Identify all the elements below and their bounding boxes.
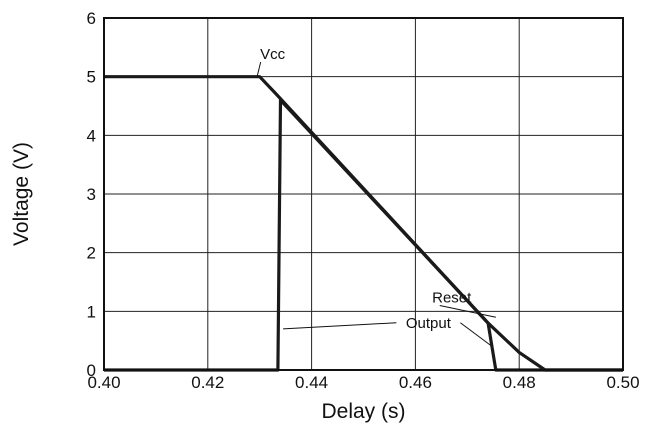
annotation-vcc-label: Vcc: [260, 46, 286, 63]
y-tick-label: 6: [87, 9, 96, 28]
annotation-output-leader-left: [283, 322, 397, 330]
x-tick-label: 0.40: [87, 373, 120, 392]
x-tick-label: 0.42: [191, 373, 224, 392]
y-tick-label: 4: [87, 126, 96, 145]
axis-ticks: 0.40 0.42 0.44 0.46 0.48 0.50 0 1 2 3 4 5 6: [87, 9, 640, 392]
y-tick-label: 0: [87, 361, 96, 380]
annotation-output-leader-right: [460, 322, 491, 346]
annotation-reset-leader: [439, 305, 496, 318]
annotations: Vcc Reset Output: [256, 46, 496, 346]
x-tick-label: 0.46: [399, 373, 432, 392]
x-axis-label: Delay (s): [321, 400, 405, 423]
x-tick-label: 0.50: [606, 373, 639, 392]
y-tick-label: 5: [87, 68, 96, 87]
plot-frame: [103, 17, 624, 371]
annotation-reset-label: Reset: [432, 290, 472, 307]
series-lines: [104, 75, 623, 372]
y-tick-label: 3: [87, 185, 96, 204]
y-tick-label: 1: [87, 302, 96, 321]
x-tick-label: 0.48: [503, 373, 536, 392]
series-line-vcc: [104, 75, 623, 372]
y-tick-label: 2: [87, 244, 96, 263]
grid-lines: [104, 18, 623, 370]
annotation-output-label: Output: [406, 315, 452, 332]
y-axis-label: Voltage (V): [10, 142, 33, 246]
x-tick-label: 0.44: [295, 373, 328, 392]
annotation-vcc-leader: [256, 61, 262, 77]
series-line-reset-output: [104, 98, 623, 372]
